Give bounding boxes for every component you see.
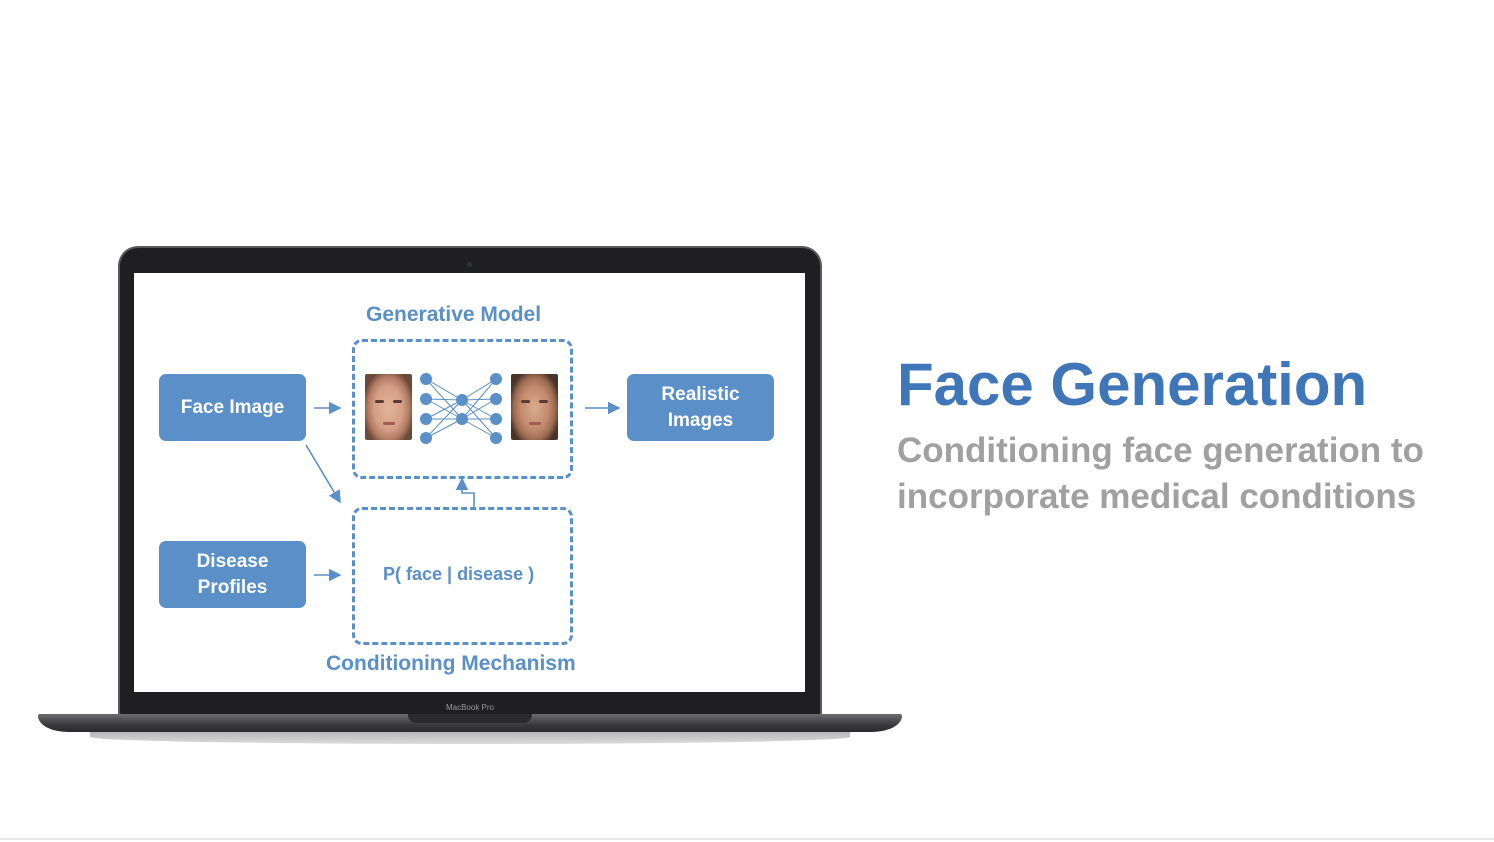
- face-image-box: Face Image: [159, 374, 306, 441]
- laptop-shadow: [90, 730, 850, 744]
- generative-model-container: [352, 339, 573, 479]
- arrow-face-to-conditioning: [305, 444, 341, 504]
- conditioning-mechanism-label: Conditioning Mechanism: [326, 652, 576, 675]
- slide-title: Face Generation: [897, 351, 1368, 418]
- laptop-screen: Generative Model Face Image Disease Prof…: [134, 273, 805, 692]
- realistic-images-label-line1: Realistic: [661, 383, 740, 405]
- slide-subtitle-line2: incorporate medical conditions: [897, 477, 1417, 516]
- disease-profiles-label-line2: Profiles: [197, 576, 268, 598]
- disease-profiles-box: Disease Profiles: [159, 541, 306, 608]
- arrow-conditioning-to-model: [455, 477, 475, 507]
- camera-icon: [467, 262, 472, 267]
- laptop-notch: [408, 714, 532, 723]
- face-image-label: Face Image: [180, 396, 285, 418]
- conditioning-mechanism-container: [352, 507, 573, 645]
- generative-model-label: Generative Model: [366, 303, 542, 326]
- laptop-brand: MacBook Pro: [445, 703, 495, 712]
- realistic-images-box: Realistic Images: [627, 374, 774, 441]
- slide-subtitle: Conditioning face generation to incorpor…: [897, 428, 1477, 520]
- realistic-images-label-line2: Images: [667, 409, 734, 431]
- input-face-photo: [365, 374, 412, 440]
- generated-face-photo: [511, 374, 558, 440]
- slide-subtitle-line1: Conditioning face generation to: [897, 431, 1424, 470]
- diagram-arrows: [305, 373, 621, 582]
- probability-expression: P( face | disease ): [383, 564, 535, 584]
- disease-profiles-label-line1: Disease: [196, 550, 269, 572]
- neural-network-nodes: [420, 373, 502, 444]
- bottom-divider: [0, 838, 1494, 840]
- laptop-base: [38, 714, 902, 732]
